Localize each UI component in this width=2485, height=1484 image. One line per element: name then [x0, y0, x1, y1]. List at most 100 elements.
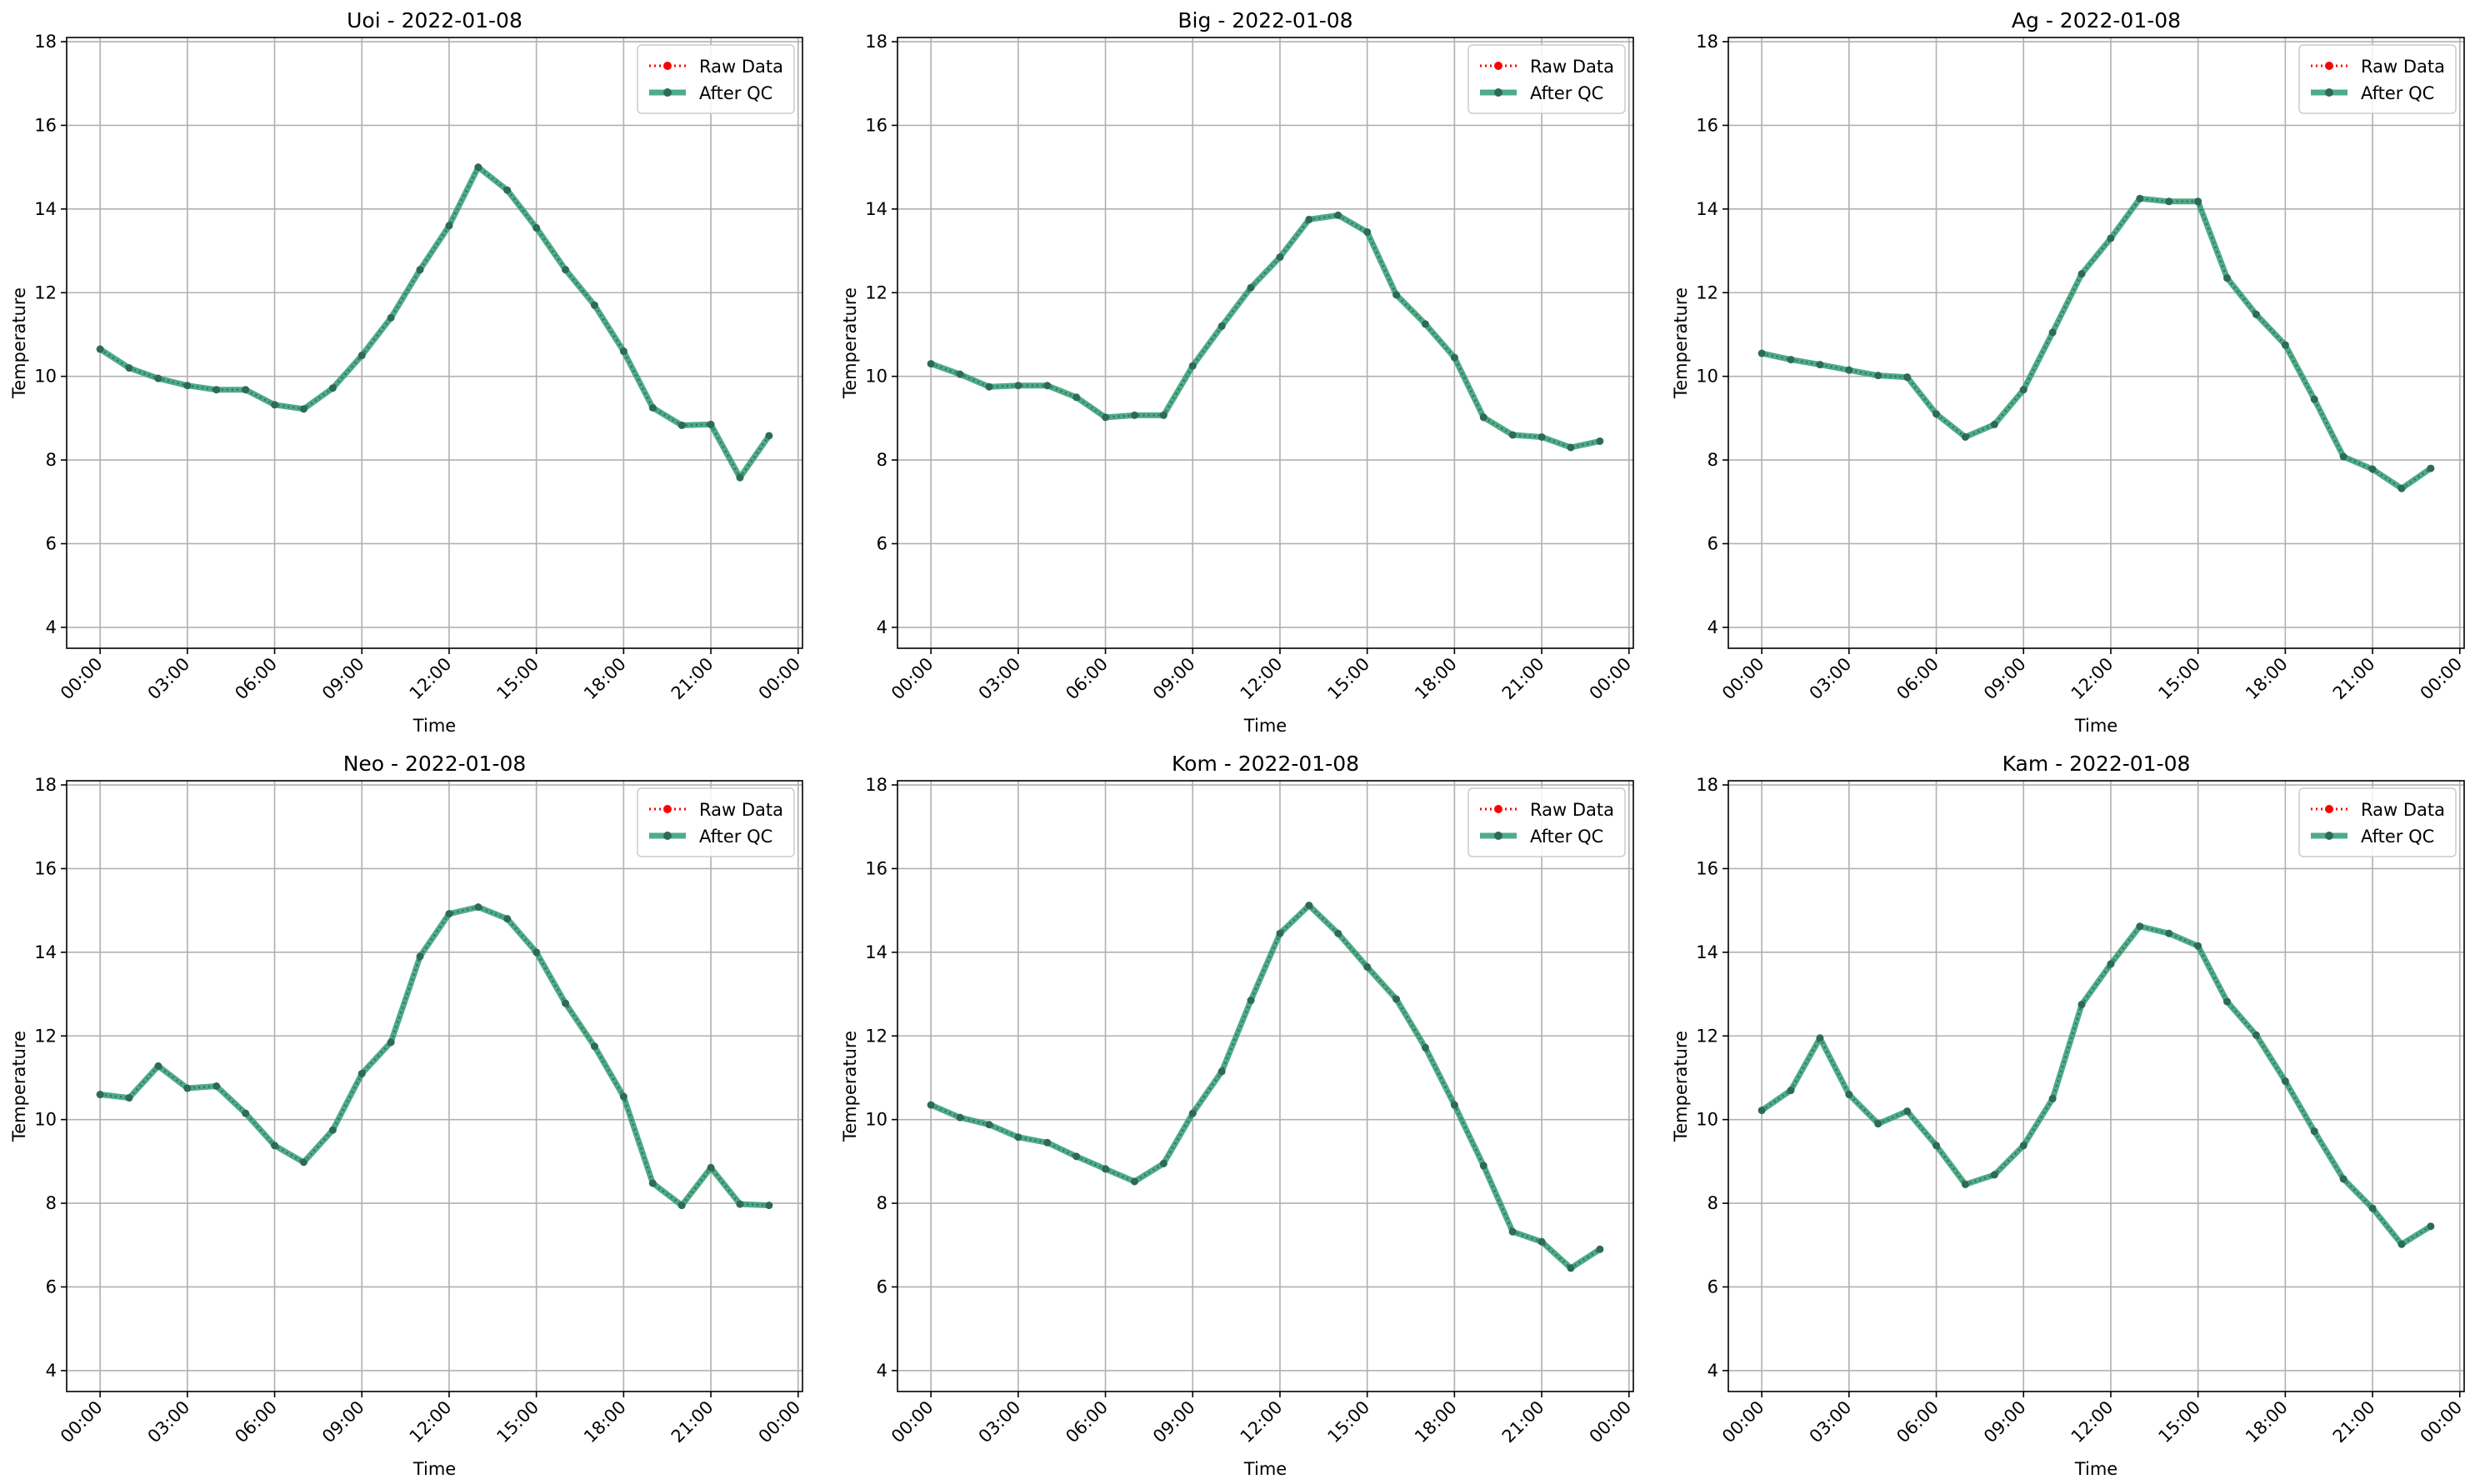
legend-box — [1468, 787, 1626, 857]
legend-box — [1468, 44, 1626, 114]
y-tick-label: 12 — [34, 282, 57, 302]
y-tick-label: 6 — [46, 533, 57, 553]
x-tick-label: 12:00 — [1237, 1397, 1287, 1447]
y-tick-label: 12 — [34, 1026, 57, 1046]
after-qc-line — [98, 164, 772, 481]
after-qc-point — [2048, 1095, 2057, 1103]
x-tick-label: 00:00 — [57, 654, 107, 704]
subplot-title: Ag - 2022-01-08 — [2012, 8, 2181, 32]
y-tick-label: 16 — [865, 858, 888, 878]
legend: Raw Data After QC — [1468, 44, 1626, 114]
after-qc-point — [1816, 361, 1824, 369]
x-tick-label: 06:00 — [231, 1397, 281, 1447]
raw-data-line — [99, 165, 771, 481]
after-qc-point — [154, 1062, 162, 1070]
after-qc-point — [1932, 410, 1941, 418]
legend-qc-label: After QC — [699, 83, 772, 103]
x-tick-label: 21:00 — [1498, 654, 1548, 704]
after-qc-point — [1538, 432, 1546, 441]
x-tick-label: 06:00 — [1062, 1397, 1112, 1447]
y-tick-label: 4 — [46, 617, 57, 637]
raw-data-overlay — [1761, 925, 2432, 1246]
legend-raw-marker — [663, 62, 672, 70]
x-tick-label: 00:00 — [1586, 654, 1636, 704]
after-qc-point — [956, 1113, 964, 1122]
after-qc-point — [416, 266, 424, 274]
y-tick-label: 16 — [34, 858, 57, 878]
after-qc-point — [532, 948, 541, 957]
after-qc-point — [1421, 320, 1429, 328]
after-qc-point — [1043, 1138, 1052, 1147]
y-axis-label: Temperature — [9, 1031, 29, 1142]
after-qc-point — [2398, 484, 2406, 492]
after-qc-point — [2194, 197, 2202, 206]
y-tick-label: 4 — [46, 1361, 57, 1381]
x-tick-label: 18:00 — [1411, 1397, 1461, 1447]
y-tick-label: 10 — [865, 367, 888, 387]
after-qc-point — [590, 1042, 598, 1051]
after-qc-point — [2194, 942, 2202, 950]
x-tick-label: 21:00 — [1498, 1397, 1548, 1447]
after-qc-point — [1363, 227, 1372, 236]
x-tick-label: 00:00 — [755, 654, 805, 704]
after-qc-point — [125, 1094, 133, 1102]
after-qc-line — [1761, 195, 2432, 492]
x-tick-label: 09:00 — [318, 654, 368, 704]
y-tick-label: 12 — [865, 282, 888, 302]
y-tick-label: 14 — [34, 199, 57, 219]
after-qc-point — [2165, 197, 2173, 206]
x-tick-label: 15:00 — [1323, 654, 1373, 704]
subplot-4: 00:00 03:00 06:00 09:00 12:00 15:00 18:00 21:00… — [9, 752, 804, 1479]
y-tick-label: 16 — [1696, 858, 1718, 878]
after-qc-point — [1305, 902, 1313, 910]
y-axis-label: Temperature — [1671, 287, 1691, 399]
y-tick-label: 4 — [877, 617, 888, 637]
after-qc-point — [445, 910, 453, 918]
legend-raw-label: Raw Data — [1530, 57, 1614, 77]
y-tick-label: 6 — [1708, 1277, 1718, 1297]
x-tick-label: 09:00 — [1980, 1397, 2030, 1447]
y-tick-label: 14 — [1696, 199, 1718, 219]
x-axis-label: Time — [2074, 1459, 2118, 1479]
raw-data-overlay — [1761, 197, 2432, 490]
x-tick-label: 15:00 — [2154, 1397, 2204, 1447]
x-tick-label: 03:00 — [1806, 654, 1856, 704]
after-qc-point — [2048, 328, 2057, 337]
subplot-1: 00:00 03:00 06:00 09:00 12:00 15:00 18:00 21:00… — [9, 8, 804, 736]
y-tick-label: 14 — [865, 942, 888, 962]
x-tick-label: 09:00 — [1149, 1397, 1199, 1447]
x-tick-label: 03:00 — [975, 654, 1025, 704]
x-tick-label: 09:00 — [1149, 654, 1199, 704]
y-tick-label: 8 — [1708, 450, 1718, 470]
y-tick-label: 10 — [1696, 367, 1718, 387]
raw-data-overlay — [930, 904, 1601, 1270]
after-qc-point — [1188, 362, 1197, 370]
after-qc-point — [2281, 341, 2289, 349]
legend-raw-label: Raw Data — [2361, 800, 2445, 820]
after-qc-point — [1247, 997, 1255, 1005]
after-qc-point — [1102, 1165, 1110, 1173]
after-qc-point — [445, 222, 453, 230]
after-qc-line — [1760, 923, 2432, 1247]
x-tick-label: 00:00 — [888, 1397, 938, 1447]
x-tick-label: 12:00 — [406, 1397, 456, 1447]
legend-qc-marker — [663, 832, 672, 840]
after-qc-point — [1392, 995, 1401, 1003]
after-qc-point — [1479, 1162, 1488, 1170]
after-qc-point — [648, 403, 657, 412]
axes-frame — [66, 780, 803, 1392]
legend-qc-marker — [2325, 88, 2333, 97]
after-qc-point — [1787, 356, 1795, 364]
after-qc-point — [2398, 1240, 2406, 1248]
axes-frame — [1728, 780, 2465, 1392]
x-tick-label: 00:00 — [57, 1397, 107, 1447]
y-tick-label: 10 — [1696, 1110, 1718, 1130]
legend: Raw Data After QC — [2298, 44, 2457, 114]
x-tick-label: 09:00 — [1980, 654, 2030, 704]
axes-frame — [897, 37, 1634, 649]
after-qc-point — [358, 1069, 366, 1077]
after-qc-point — [1567, 443, 1575, 452]
legend: Raw Data After QC — [2298, 787, 2457, 857]
y-tick-label: 16 — [865, 115, 888, 135]
